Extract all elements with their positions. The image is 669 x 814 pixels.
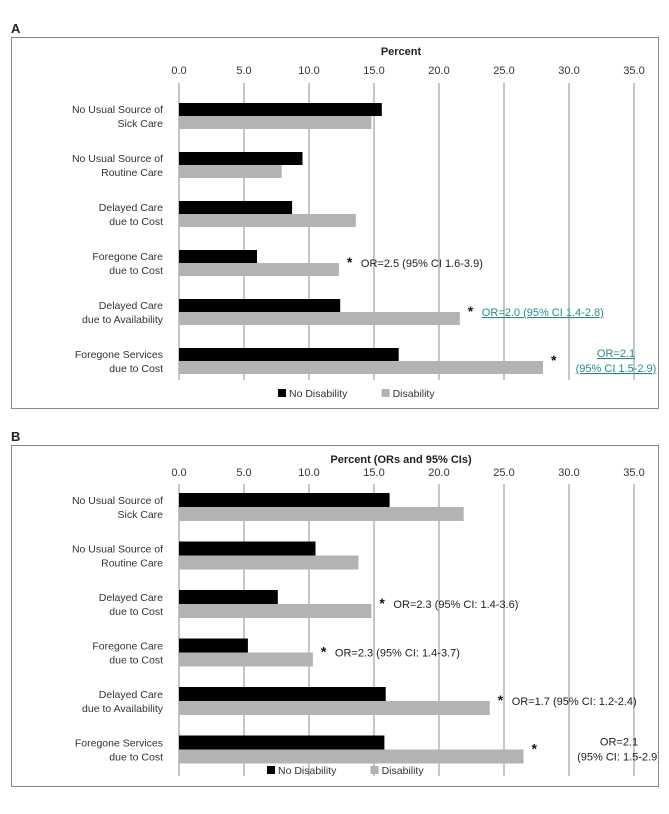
chart-b-significance-marker: * xyxy=(532,741,538,757)
chart-b-bar-disability xyxy=(179,701,490,715)
chart-a-bar-disability xyxy=(179,116,372,129)
chart-a-legend-label: Disability xyxy=(393,388,436,400)
chart-b-category-label: Foregone Services due to Cost xyxy=(75,738,163,764)
chart-b-tick-label: 5.0 xyxy=(236,467,251,479)
chart-b-legend-label: No Disability xyxy=(278,765,337,777)
chart-a-or-annotation: OR=2.1 xyxy=(597,348,635,360)
chart-b-category-label: No Usual Source of Routine Care xyxy=(72,544,163,570)
chart-a-tick-label: 15.0 xyxy=(363,65,384,77)
chart-a-tick-label: 25.0 xyxy=(493,65,514,77)
chart-b-bar-no-disability xyxy=(179,735,385,750)
chart-b-tick-label: 15.0 xyxy=(363,467,384,479)
chart-a-tick-label: 20.0 xyxy=(428,65,449,77)
chart-a-bar-no-disability xyxy=(179,299,341,312)
chart-a-category-label: Delayed Care due to Availability xyxy=(82,300,164,326)
chart-b-or-annotation: OR=2.3 (95% CI: 1.4-3.7) xyxy=(335,648,460,660)
chart-a-tick-label: 0.0 xyxy=(171,65,186,77)
chart-a-bar-no-disability xyxy=(179,103,382,116)
chart-a-significance-marker: * xyxy=(468,303,474,319)
chart-a-legend-swatch xyxy=(381,389,390,397)
chart-b-significance-marker: * xyxy=(321,644,327,660)
chart-a-tick-label: 10.0 xyxy=(298,65,319,77)
chart-b-significance-marker: * xyxy=(498,692,504,708)
chart-b-bar-disability xyxy=(179,555,359,570)
chart-b-tick-label: 25.0 xyxy=(493,467,514,479)
chart-b-category-label: Delayed Care due to Availability xyxy=(82,689,164,715)
chart-a-or-annotation: OR=2.5 (95% CI 1.6-3.9) xyxy=(361,258,483,270)
chart-b-bar-no-disability xyxy=(179,493,390,507)
chart-b-svg: Percent (ORs and 95% CIs) 0.0 5.0 10.0 15.0 2… xyxy=(72,454,661,777)
chart-a-bar-disability xyxy=(179,361,543,374)
chart-a-or-annotation: (95% CI 1.5-2.9) xyxy=(576,363,657,375)
chart-a-bar-no-disability xyxy=(179,152,303,165)
chart-a-category-label: Foregone Care due to Cost xyxy=(92,251,163,277)
chart-b-legend-swatch xyxy=(370,766,379,774)
chart-b-category-label: No Usual Source of Sick Care xyxy=(72,495,163,521)
chart-a-legend-label: No Disability xyxy=(289,388,348,400)
chart-a-legend-swatch xyxy=(278,389,286,397)
chart-b-significance-marker: * xyxy=(379,595,385,611)
chart-b-bar-disability xyxy=(179,604,372,618)
chart-a-tick-label: 35.0 xyxy=(623,65,644,77)
chart-a-bar-disability xyxy=(179,263,339,276)
panel-a-chart: Percent 0.0 5.0 10.0 15.0 20.0 25.0 30.0 35.0 No … xyxy=(11,37,659,409)
chart-b-category-label: Foregone Care due to Cost xyxy=(92,641,163,667)
chart-a-bar-no-disability xyxy=(179,348,399,361)
chart-a-tick-label: 30.0 xyxy=(558,65,579,77)
chart-b-bar-no-disability xyxy=(179,687,386,701)
chart-a-significance-marker: * xyxy=(551,352,557,368)
chart-b-tick-label: 30.0 xyxy=(558,467,579,479)
chart-b-bar-no-disability xyxy=(179,541,316,556)
chart-b-tick-label: 10.0 xyxy=(298,467,319,479)
chart-b-or-annotation: OR=2.1 xyxy=(600,737,638,749)
chart-b-title: Percent (ORs and 95% CIs) xyxy=(330,454,472,466)
chart-b-bar-no-disability xyxy=(179,590,278,604)
chart-a-bar-no-disability xyxy=(179,201,293,214)
chart-b-tick-label: 20.0 xyxy=(428,467,449,479)
chart-a-or-annotation: OR=2.0 (95% CI 1.4-2.8) xyxy=(482,307,604,319)
panel-a-letter: A xyxy=(11,21,21,36)
chart-b-tick-label: 0.0 xyxy=(171,467,186,479)
panel-b-letter: B xyxy=(11,429,21,444)
chart-a-category-label: Foregone Services due to Cost xyxy=(75,349,163,375)
chart-b-bar-no-disability xyxy=(179,638,248,653)
chart-b-bar-disability xyxy=(179,652,313,667)
chart-b-legend-label: Disability xyxy=(382,765,425,777)
chart-a-category-label: No Usual Source of Sick Care xyxy=(72,104,163,130)
chart-a-significance-marker: * xyxy=(347,254,353,270)
chart-a-category-label: No Usual Source of Routine Care xyxy=(72,153,163,179)
chart-a-title: Percent xyxy=(381,46,422,58)
chart-b-or-annotation: OR=1.7 (95% CI: 1.2-2.4) xyxy=(512,696,637,708)
chart-b-bar-disability xyxy=(179,507,464,521)
chart-a-bar-disability xyxy=(179,165,282,178)
chart-a-bar-disability xyxy=(179,312,460,325)
chart-a-bar-disability xyxy=(179,214,356,227)
chart-b-legend-swatch xyxy=(267,766,275,774)
chart-b-bar-disability xyxy=(179,749,524,764)
panel-b-chart: Percent (ORs and 95% CIs) 0.0 5.0 10.0 15.0 2… xyxy=(11,445,661,787)
chart-b-tick-label: 35.0 xyxy=(623,467,644,479)
chart-b-category-label: Delayed Care due to Cost xyxy=(99,592,163,618)
chart-a-tick-label: 5.0 xyxy=(236,65,251,77)
chart-a-svg: Percent 0.0 5.0 10.0 15.0 20.0 25.0 30.0 35.0 No … xyxy=(72,46,657,400)
chart-a-bar-no-disability xyxy=(179,250,257,263)
chart-b-or-annotation: (95% CI: 1.5-2.9) xyxy=(577,752,658,764)
chart-a-category-label: Delayed Care due to Cost xyxy=(99,202,163,228)
chart-b-or-annotation: OR=2.3 (95% CI: 1.4-3.6) xyxy=(393,599,518,611)
